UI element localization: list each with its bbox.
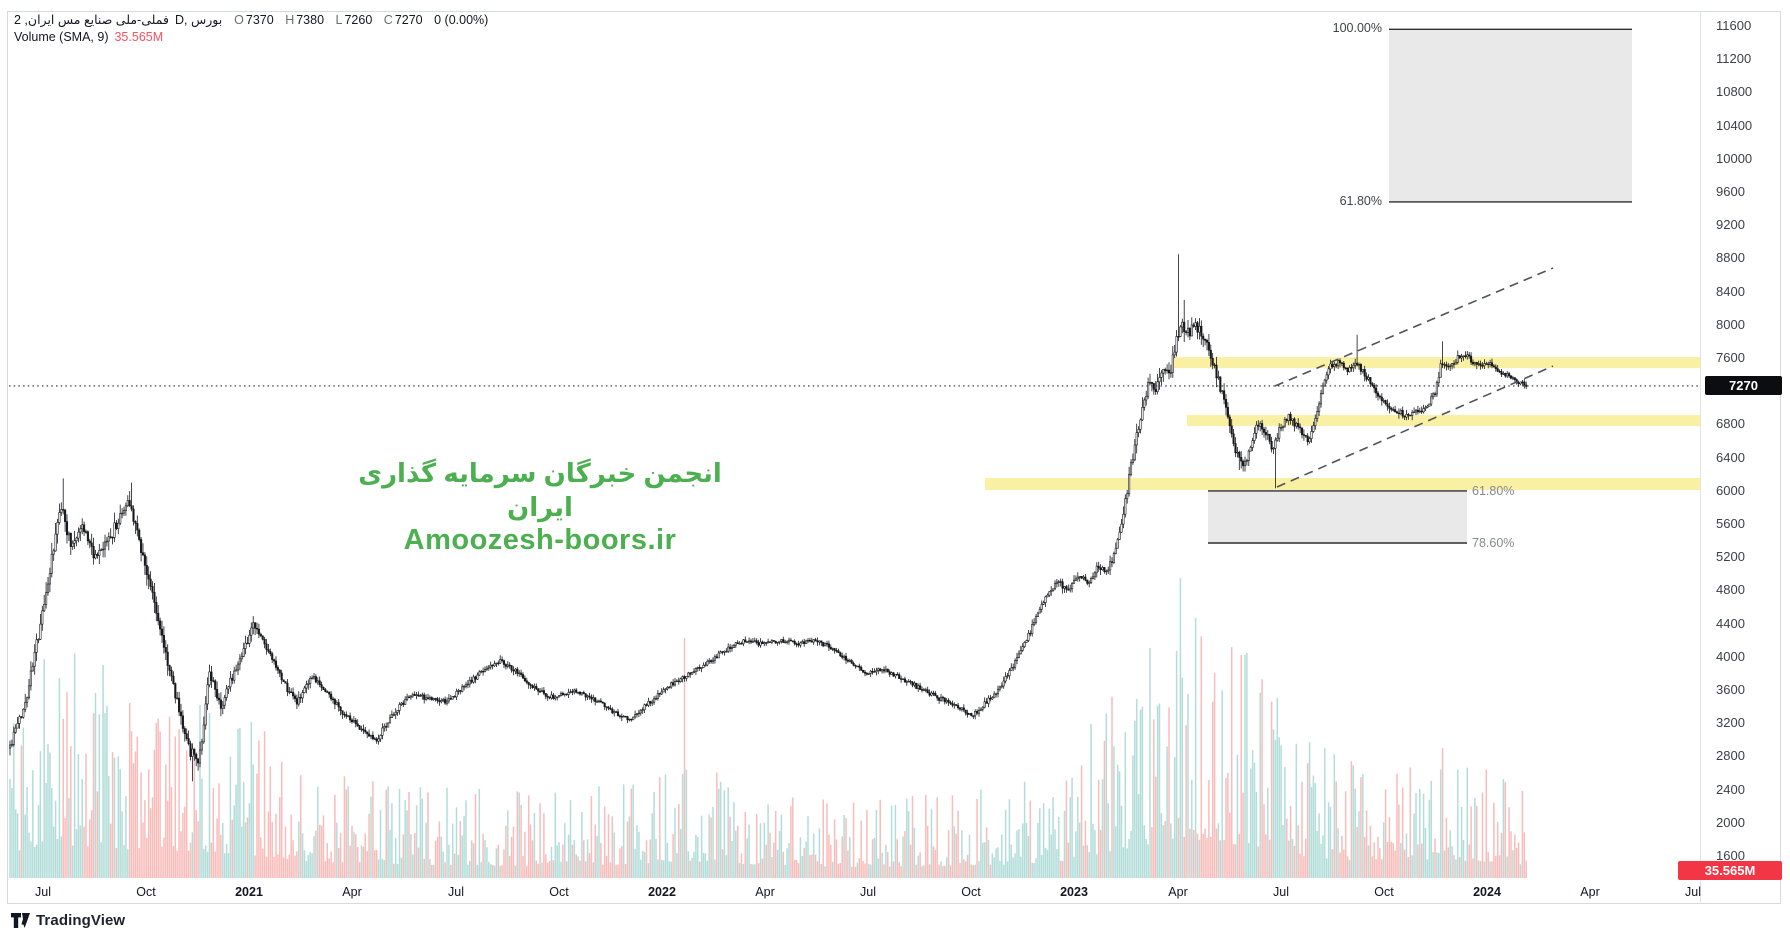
tradingview-logo-icon xyxy=(11,913,30,928)
price-axis-label: 6400 xyxy=(1716,449,1745,465)
price-axis-label: 2000 xyxy=(1716,814,1745,830)
band-support-6850[interactable] xyxy=(1187,415,1700,427)
watermark-persian-line: انجمن خبرگان سرمایه گذاری ایران xyxy=(358,458,722,522)
price-axis-label: 8400 xyxy=(1716,283,1745,299)
candlestick-series[interactable] xyxy=(8,254,1528,782)
watermark-site-line: Amoozesh-boors.ir xyxy=(403,524,677,556)
fib-mid-618-label[interactable]: 61.80% xyxy=(1472,484,1515,498)
fib-box-mid[interactable] xyxy=(1208,490,1467,544)
tradingview-logo[interactable]: TradingView xyxy=(11,912,125,929)
change-value: 0 (0.00%) xyxy=(434,13,489,27)
highlight-bands[interactable] xyxy=(985,357,1700,490)
time-axis-label: 2023 xyxy=(1060,885,1088,899)
close-value: 7270 xyxy=(394,13,423,27)
time-axis-label: Apr xyxy=(1580,885,1600,899)
close-label: C xyxy=(383,13,393,27)
symbol-interval-exchange[interactable]: D, بورس xyxy=(174,13,223,27)
tradingview-logo-text: TradingView xyxy=(36,912,126,929)
price-axis-label: 10800 xyxy=(1716,84,1753,100)
trendline-channel-upper[interactable] xyxy=(1274,267,1554,387)
last-price-badge: 7270 xyxy=(1705,376,1782,396)
time-axis-label: Jul xyxy=(1685,885,1701,899)
price-axis-separator[interactable] xyxy=(1700,11,1701,904)
price-axis-label: 3600 xyxy=(1716,682,1745,697)
price-axis-label: 7600 xyxy=(1716,350,1745,365)
price-axis-label: 11200 xyxy=(1716,51,1752,67)
volume-value-badge: 35.565M xyxy=(1678,861,1782,880)
time-axis-label: 2021 xyxy=(235,885,263,899)
chart-frame-border xyxy=(7,11,1781,904)
time-axis-label: Apr xyxy=(342,885,362,899)
price-axis-label: 8000 xyxy=(1716,316,1745,332)
price-axis-label: 10000 xyxy=(1716,150,1753,166)
time-axis-label: 2024 xyxy=(1473,885,1501,899)
low-value: 7260 xyxy=(344,13,373,27)
open-label: O xyxy=(234,13,244,27)
price-axis-label: 10400 xyxy=(1716,117,1753,133)
fib-top-618-label[interactable]: 61.80% xyxy=(1339,194,1382,208)
time-axis-label: Oct xyxy=(549,885,569,899)
time-axis-label: Apr xyxy=(1168,885,1188,899)
price-axis-label: 9200 xyxy=(1716,217,1745,233)
fib-mid-786-label[interactable]: 78.60% xyxy=(1472,536,1515,550)
time-axis-label: Jul xyxy=(448,885,464,899)
time-axis-label: Jul xyxy=(1273,885,1289,899)
time-axis-label: Apr xyxy=(755,885,775,899)
band-support-6080[interactable] xyxy=(985,478,1700,490)
ohlc-values: O 7370 H 7380 L 7260 C 7270 0 (0.00%) xyxy=(234,12,490,29)
open-value: 7370 xyxy=(245,13,274,27)
legend-symbol-row[interactable]: فملی-ملی صنایع مس ایران, 2 D, بورس O 7370… xyxy=(14,12,490,29)
trendline-channel-lower[interactable] xyxy=(1276,365,1554,488)
fib-box-top[interactable] xyxy=(1389,28,1632,203)
low-label: L xyxy=(335,13,343,27)
time-axis-label: Oct xyxy=(961,885,981,899)
price-axis-label: 6000 xyxy=(1716,482,1745,498)
price-axis-label: 4400 xyxy=(1716,615,1745,631)
price-axis-label: 6800 xyxy=(1716,416,1745,432)
time-axis-label: 2022 xyxy=(648,885,676,899)
price-axis-label: 5200 xyxy=(1716,549,1745,565)
legend-volume-row[interactable]: Volume (SMA, 9) 35.565M xyxy=(14,29,490,46)
price-axis-label: 5600 xyxy=(1716,516,1745,531)
volume-histogram[interactable] xyxy=(9,578,1527,878)
high-value: 7380 xyxy=(296,13,325,27)
price-axis-label: 3200 xyxy=(1716,715,1745,731)
price-axis-label: 8800 xyxy=(1716,250,1745,266)
watermark: انجمن خبرگان سرمایه گذاری ایران Amoozesh… xyxy=(337,456,743,556)
high-label: H xyxy=(285,13,295,27)
price-axis-label: 9600 xyxy=(1716,184,1745,199)
time-axis-label: Oct xyxy=(1374,885,1394,899)
price-axis-label: 11600 xyxy=(1716,18,1752,33)
volume-study-label: Volume (SMA, 9) xyxy=(14,30,109,44)
price-axis-label: 4800 xyxy=(1716,582,1745,598)
price-axis-label: 4000 xyxy=(1716,648,1745,664)
time-axis-label: Jul xyxy=(860,885,876,899)
volume-study-value: 35.565M xyxy=(114,30,164,44)
symbol-title[interactable]: فملی-ملی صنایع مس ایران, 2 xyxy=(14,13,169,27)
legend: فملی-ملی صنایع مس ایران, 2 D, بورس O 7370… xyxy=(14,12,490,46)
time-axis-label: Jul xyxy=(35,885,51,899)
band-resistance-7600[interactable] xyxy=(1173,357,1700,369)
price-axis-label: 2800 xyxy=(1716,748,1745,764)
price-axis-label: 1600 xyxy=(1716,848,1745,863)
time-axis-label: Oct xyxy=(136,885,156,899)
fib-top-100-label[interactable]: 100.00% xyxy=(1332,21,1382,35)
price-axis-label: 2400 xyxy=(1716,781,1745,797)
